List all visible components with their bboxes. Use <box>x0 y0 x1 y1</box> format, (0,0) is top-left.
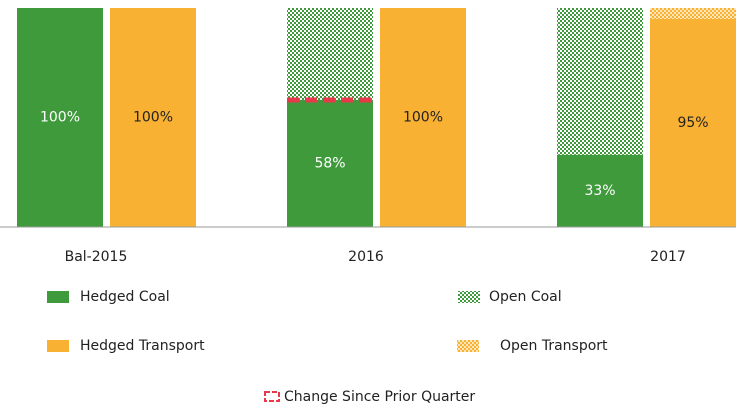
value-label: 95% <box>677 115 708 131</box>
bar-segment <box>17 8 103 227</box>
x-tick-label: 2017 <box>650 249 686 265</box>
legend-label: Open Transport <box>500 338 608 354</box>
value-label: 58% <box>314 155 345 171</box>
value-label: 100% <box>40 110 80 126</box>
bar-segment <box>557 154 643 227</box>
bar-segment <box>287 8 373 100</box>
x-tick-label: Bal-2015 <box>65 249 128 265</box>
x-tick-label: 2016 <box>348 249 384 265</box>
legend-label: Open Coal <box>489 289 562 305</box>
legend-swatch <box>264 391 280 402</box>
legend-swatch <box>47 340 69 352</box>
legend-swatch <box>458 291 480 303</box>
legend-swatch <box>47 291 69 303</box>
legend-label: Change Since Prior Quarter <box>284 389 475 405</box>
bar-segment <box>650 18 736 228</box>
bar-segment <box>287 99 373 227</box>
bar-segment <box>557 8 643 155</box>
value-label: 100% <box>403 110 443 126</box>
bar-segment <box>380 8 466 227</box>
bar-segment <box>650 8 736 19</box>
value-label: 33% <box>584 183 615 199</box>
legend-label: Hedged Coal <box>80 289 170 305</box>
legend-swatch <box>457 340 479 352</box>
legend-label: Hedged Transport <box>80 338 205 354</box>
value-label: 100% <box>133 110 173 126</box>
bar-segment <box>110 8 196 227</box>
